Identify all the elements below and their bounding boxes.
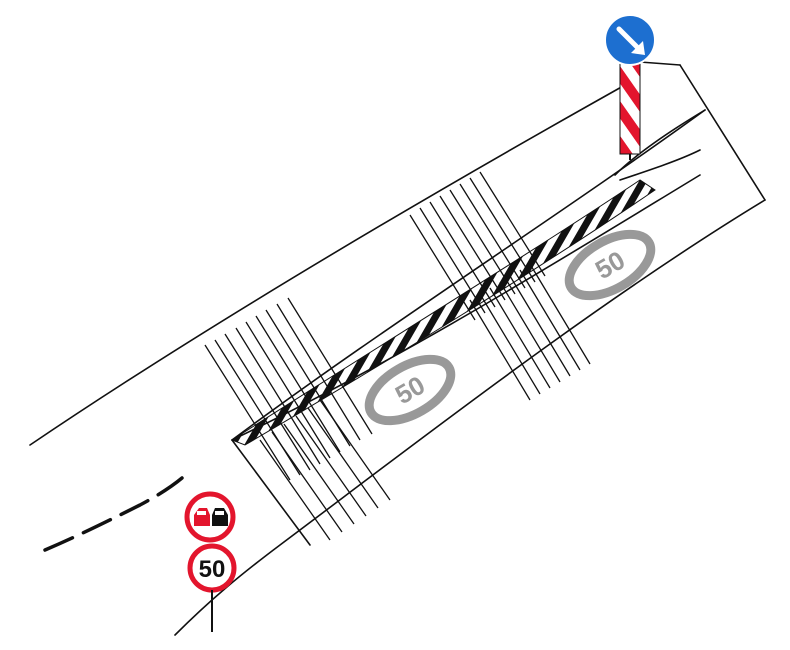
marking-text: 50 [590, 245, 630, 285]
road-right-edge [679, 64, 766, 201]
arrow-down-right-icon [616, 26, 645, 55]
dashed-lane-line [43, 476, 184, 552]
speed-limit-sign: 50 [187, 543, 237, 632]
no-overtaking-sign [184, 491, 236, 543]
hatch-band-right [409, 171, 546, 321]
delineator-body [619, 61, 641, 155]
hatch-band-lower [469, 263, 591, 401]
marking-text: 50 [390, 370, 430, 410]
road-top-edge [639, 61, 681, 66]
road-inner-edge-top [231, 109, 706, 441]
road-edge-upper-left [29, 84, 626, 446]
road-edge-lower-right [174, 199, 766, 636]
keep-right-sign [604, 14, 656, 66]
divider-island-tip [614, 109, 706, 181]
marking-ellipse-outer [364, 354, 456, 426]
no-overtaking-icon [194, 508, 228, 526]
striped-divider [230, 109, 706, 446]
marking-ellipse-outer [564, 229, 656, 301]
transverse-hatching [204, 171, 591, 541]
hatch-band-left [204, 297, 373, 481]
road-inner-edge-left [231, 439, 311, 546]
delineator-post [619, 61, 641, 160]
hatch-band-bottom-left [259, 399, 391, 541]
speed-limit-value: 50 [199, 556, 226, 583]
striped-divider-band [230, 179, 656, 446]
